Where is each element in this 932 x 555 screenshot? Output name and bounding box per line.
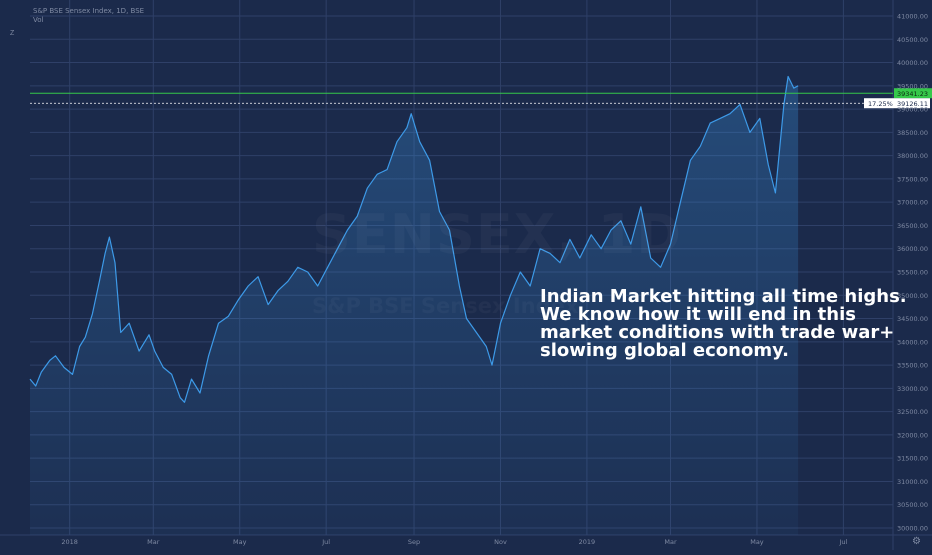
y-tick-label: 37500.00 xyxy=(897,175,928,183)
z-label: Z xyxy=(10,30,15,37)
y-tick-label: 40000.00 xyxy=(897,59,928,67)
annotation-line: market conditions with trade war+ xyxy=(540,322,895,343)
watermark-symbol: SENSEX, 1D xyxy=(312,203,682,266)
y-tick-label: 32500.00 xyxy=(897,408,928,416)
x-tick-label: Jul xyxy=(321,538,330,546)
y-axis[interactable]: 30000.00 30500.00 31000.00 31500.00 32000.00… xyxy=(897,13,928,533)
marker-price-label: 39126.11 xyxy=(897,100,928,108)
x-tick-label: Mar xyxy=(147,538,160,546)
watermark-name: S&P BSE Sensex Index xyxy=(312,294,578,318)
y-tick-label: 33500.00 xyxy=(897,362,928,370)
x-tick-label: Mar xyxy=(664,538,677,546)
annotation-line: We know how it will end in this xyxy=(540,304,856,325)
y-tick-label: 38000.00 xyxy=(897,152,928,160)
y-tick-label: 39500.00 xyxy=(897,82,928,90)
y-tick-label: 36500.00 xyxy=(897,222,928,230)
x-tick-label: May xyxy=(750,538,764,546)
y-tick-label: 31500.00 xyxy=(897,455,928,463)
price-line[interactable] xyxy=(29,75,799,403)
y-tick-label: 35500.00 xyxy=(897,269,928,277)
marker-pct-label: 17.25% xyxy=(868,100,893,108)
y-tick-label: 41000.00 xyxy=(897,13,928,21)
y-tick-label: 31000.00 xyxy=(897,478,928,486)
y-tick-label: 34500.00 xyxy=(897,315,928,323)
marker-price-tag xyxy=(864,98,930,109)
price-area-layer xyxy=(29,75,799,535)
y-tick-label: 39000.00 xyxy=(897,106,928,114)
y-tick-label: 33000.00 xyxy=(897,385,928,393)
chart-header: S&P BSE Sensex Index, 1D, BSE Vol xyxy=(33,7,144,25)
y-tick-label: 36000.00 xyxy=(897,245,928,253)
price-lines-layer: 39341.23 17.25% 39126.11 xyxy=(30,88,932,109)
gear-icon[interactable]: ⚙ xyxy=(912,536,921,547)
y-tick-label: 40500.00 xyxy=(897,36,928,44)
y-tick-label: 30500.00 xyxy=(897,501,928,509)
volume-indicator-label[interactable]: Vol xyxy=(33,16,44,24)
y-tick-label: 30000.00 xyxy=(897,525,928,533)
x-tick-label: Jul xyxy=(838,538,847,546)
x-axis[interactable]: 2018 Mar May Jul Sep Nov 2019 Mar May Jul xyxy=(61,538,847,546)
x-tick-label: Nov xyxy=(494,538,507,546)
annotation-line: slowing global economy. xyxy=(540,340,790,361)
annotation-line: Indian Market hitting all time highs. xyxy=(540,286,907,307)
x-tick-label: 2018 xyxy=(61,538,78,546)
annotation-text: Indian Market hitting all time highs. We… xyxy=(540,288,920,360)
current-price-tag xyxy=(894,88,932,99)
y-tick-label: 37000.00 xyxy=(897,199,928,207)
y-tick-label: 32000.00 xyxy=(897,431,928,439)
price-area-fill xyxy=(30,76,799,535)
x-tick-label: 2019 xyxy=(579,538,596,546)
y-tick-label: 38500.00 xyxy=(897,129,928,137)
y-tick-label: 35000.00 xyxy=(897,292,928,300)
x-tick-label: May xyxy=(233,538,247,546)
chart-title[interactable]: S&P BSE Sensex Index, 1D, BSE xyxy=(33,7,145,15)
y-tick-label: 34000.00 xyxy=(897,338,928,346)
x-tick-label: Sep xyxy=(408,538,420,546)
current-price-label: 39341.23 xyxy=(897,90,928,98)
